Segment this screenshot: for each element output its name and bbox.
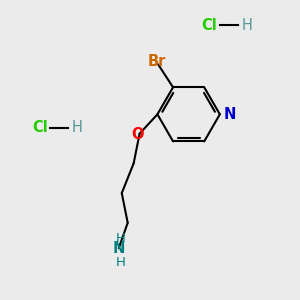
Text: H: H — [116, 256, 126, 269]
Text: Cl: Cl — [202, 18, 217, 33]
Text: H: H — [116, 232, 126, 244]
Text: H: H — [241, 18, 252, 33]
Text: O: O — [131, 127, 143, 142]
Text: Cl: Cl — [32, 120, 48, 135]
Text: Br: Br — [148, 54, 166, 69]
Text: H: H — [72, 120, 83, 135]
Text: N: N — [112, 241, 125, 256]
Text: N: N — [224, 107, 236, 122]
